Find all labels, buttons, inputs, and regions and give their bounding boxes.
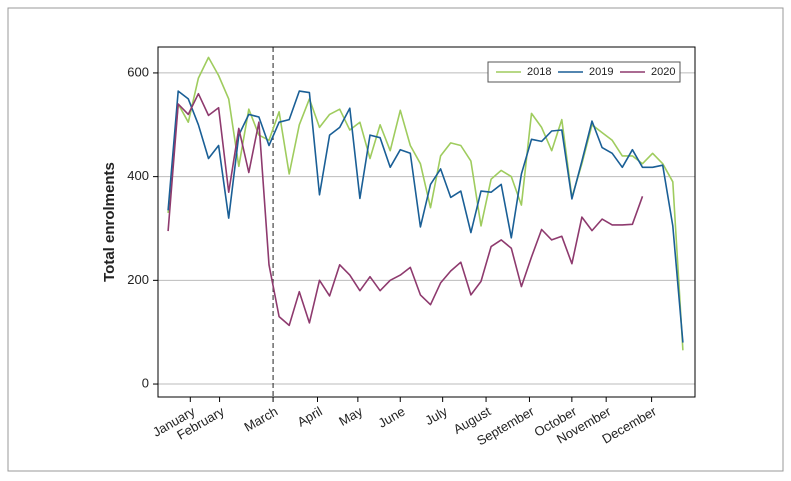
legend: 2018 2019 2020 [487,61,681,83]
y-tick-label: 0 [142,375,149,390]
legend-label: 2018 [527,66,551,78]
x-tick-label: March [242,404,281,435]
frame [7,7,784,472]
x-tick-label: July [422,403,450,428]
x-tick-label: May [336,403,365,429]
series-line [167,90,684,343]
series-line [167,56,684,351]
y-tick-label: 600 [127,64,149,79]
x-tick-label: April [295,404,325,430]
y-tick-label: 400 [127,168,149,183]
legend-label: 2020 [651,66,675,78]
y-axis-label: Total enrolments [101,162,118,282]
series-line [167,92,644,327]
plot-border [157,46,696,398]
x-tick-label: June [376,404,408,431]
y-tick-label: 200 [127,272,149,287]
legend-label: 2019 [589,66,613,78]
legend-box [487,61,681,83]
